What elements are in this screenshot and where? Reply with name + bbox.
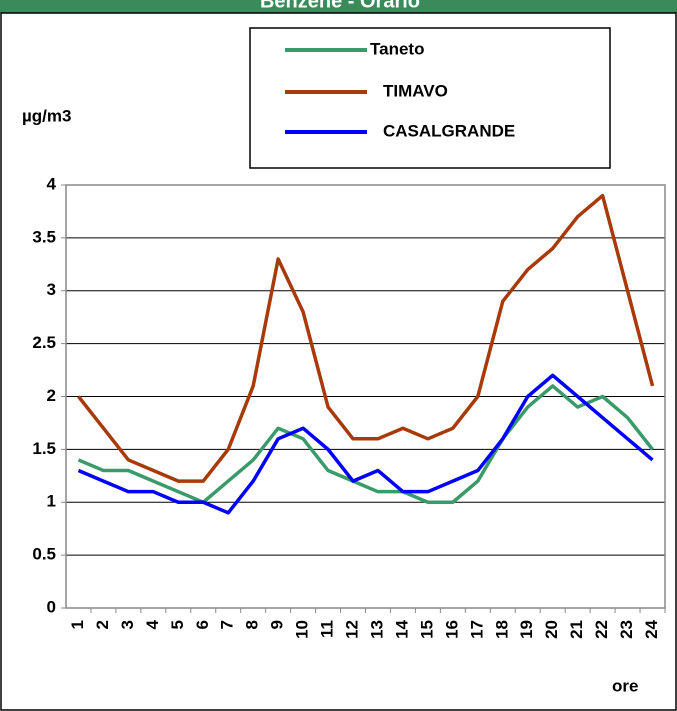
x-tick-label: 9 <box>268 620 287 629</box>
x-tick-label: 15 <box>417 620 436 639</box>
x-tick-label: 23 <box>617 620 636 639</box>
x-tick-label: 18 <box>492 620 511 639</box>
y-tick-label: 0.5 <box>32 545 56 564</box>
y-tick-label: 3 <box>47 280 56 299</box>
y-tick-label: 1.5 <box>32 439 56 458</box>
chart-frame <box>0 12 677 711</box>
x-tick-label: 10 <box>293 620 312 639</box>
x-tick-label: 17 <box>467 620 486 639</box>
x-tick-label: 2 <box>93 620 112 629</box>
series-line <box>77 384 654 504</box>
y-tick-label: 3.5 <box>32 227 56 246</box>
x-tick-label: 11 <box>318 620 337 638</box>
x-tick-label: 13 <box>367 620 386 639</box>
x-tick-label: 21 <box>567 620 586 639</box>
chart-title: Benzene - Orario <box>260 0 420 12</box>
series-line <box>77 373 654 515</box>
x-tick-label: 22 <box>592 620 611 639</box>
x-tick-label: 7 <box>218 620 237 629</box>
x-tick-label: 8 <box>243 620 262 629</box>
y-tick-label: 2 <box>47 386 56 405</box>
legend-label: Taneto <box>370 39 424 58</box>
y-tick-label: 0 <box>47 597 56 616</box>
title-bar <box>0 0 677 13</box>
x-tick-label: 16 <box>442 620 461 639</box>
series-line <box>77 193 655 483</box>
legend-label: CASALGRANDE <box>383 121 515 140</box>
x-tick-label: 1 <box>68 620 87 629</box>
y-axis-label: µg/m3 <box>22 106 71 125</box>
x-tick-label: 3 <box>118 620 137 629</box>
x-tick-label: 20 <box>542 620 561 639</box>
x-tick-label: 24 <box>642 619 661 638</box>
y-tick-label: 2.5 <box>32 333 56 352</box>
x-tick-label: 14 <box>392 619 411 638</box>
x-tick-label: 6 <box>193 620 212 629</box>
y-tick-label: 1 <box>47 492 56 511</box>
x-tick-label: 5 <box>168 620 187 629</box>
x-axis-label: ore <box>612 676 638 695</box>
y-tick-label: 4 <box>47 174 57 193</box>
x-tick-label: 4 <box>143 619 162 629</box>
x-tick-label: 19 <box>517 620 536 639</box>
legend-label: TIMAVO <box>383 81 448 100</box>
x-tick-label: 12 <box>343 620 362 639</box>
